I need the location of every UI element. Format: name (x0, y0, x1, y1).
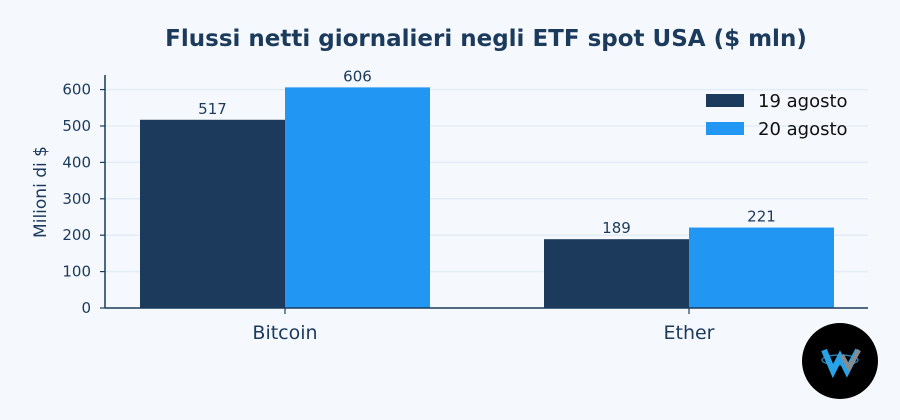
x-tick-label: Ether (664, 322, 715, 344)
legend-swatch (706, 94, 744, 107)
data-label: 189 (602, 219, 631, 237)
data-label: 221 (747, 208, 776, 226)
bar (544, 239, 689, 308)
y-tick-label: 100 (62, 263, 91, 281)
y-tick-label: 400 (62, 153, 91, 171)
bar (285, 87, 430, 308)
y-tick-label: 600 (62, 81, 91, 99)
bar (140, 119, 285, 308)
x-tick-label: Bitcoin (252, 322, 317, 344)
data-label: 517 (198, 100, 227, 118)
brand-w-logo-icon (821, 348, 861, 379)
y-tick-label: 0 (81, 299, 91, 317)
axes: 0 100 200 300 400 500 600 Bitcoin Ether (62, 75, 868, 344)
legend-label: 20 agosto (758, 119, 848, 140)
y-tick-label: 500 (62, 117, 91, 135)
data-labels: 517 606 189 221 (198, 67, 776, 237)
legend: 19 agosto 20 agosto (706, 91, 848, 140)
chart-title: Flussi netti giornalieri negli ETF spot … (165, 26, 807, 52)
y-axis-label: Milioni di $ (31, 146, 51, 238)
brand-logo (802, 323, 878, 399)
y-tick-label: 200 (62, 226, 91, 244)
bars (140, 87, 834, 308)
y-tick-label: 300 (62, 190, 91, 208)
legend-label: 19 agosto (758, 91, 848, 112)
legend-swatch (706, 122, 744, 135)
data-label: 606 (343, 67, 372, 85)
bar (689, 227, 834, 308)
